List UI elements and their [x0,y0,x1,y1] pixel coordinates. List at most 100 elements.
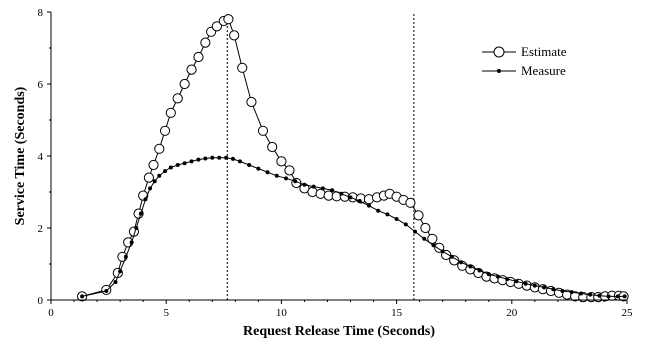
data-point [229,30,240,41]
x-tick-label: 10 [276,307,288,319]
data-point [179,78,190,90]
data-point [247,163,252,167]
data-point [210,155,215,160]
data-point [237,159,242,164]
data-point [376,208,381,213]
data-point [203,156,208,161]
data-point [578,291,583,296]
data-point [588,292,593,297]
data-point [542,285,547,290]
data-point [134,226,139,230]
series-line [81,18,624,298]
data-point [256,166,261,171]
data-point [104,289,109,293]
data-point [265,170,270,175]
data-point [330,188,335,193]
legend-measure-marker [497,69,501,73]
data-point [159,125,171,136]
data-point [224,155,229,160]
data-point [366,203,371,208]
data-point [182,161,187,166]
series-line [81,157,625,297]
data-point [276,156,287,167]
data-point [311,184,316,189]
data-point [427,233,438,244]
series-measure [80,155,627,299]
data-point [569,290,574,295]
x-tick-label: 15 [391,307,403,319]
data-point [413,229,418,234]
data-point [138,211,143,216]
y-tick-label: 0 [38,295,44,307]
data-point [403,222,408,227]
x-tick-label: 5 [163,307,169,319]
data-point [237,62,248,73]
data-point [148,186,153,191]
data-point [385,212,390,217]
data-point [129,240,134,245]
legend: Estimate Measure [482,44,567,78]
data-point [257,125,269,136]
data-point [133,208,144,219]
x-tick-label: 0 [48,307,54,319]
data-point [211,21,222,32]
data-point [622,294,627,299]
data-point [560,289,565,293]
y-axis-title: Service Time (Seconds) [13,86,28,225]
data-point [246,96,257,108]
data-point [551,287,556,292]
x-axis-title: Request Release Time (Seconds) [243,324,435,339]
data-point [606,294,611,299]
data-point [274,173,279,178]
data-point [152,179,157,184]
x-tick-label: 25 [622,307,634,319]
data-point [495,274,500,279]
y-tick-label: 6 [38,79,44,91]
data-point [186,64,197,75]
data-point [523,281,528,286]
data-point [267,141,278,153]
data-point [189,159,194,164]
data-point [172,93,183,104]
data-point [284,176,289,181]
data-point [217,155,222,160]
data-point [223,14,234,25]
data-point [357,199,362,203]
data-point [163,169,168,174]
data-point [284,165,295,176]
data-point [468,264,473,269]
data-point [200,37,211,48]
data-point [154,143,165,154]
data-point [394,217,399,221]
legend-measure-label: Measure [521,63,566,78]
data-point [431,243,436,248]
data-point [477,268,482,273]
data-point [440,249,445,254]
y-tick-label: 4 [38,151,44,163]
data-point [615,294,620,299]
data-point [532,283,537,288]
data-point [339,191,344,196]
data-point [514,279,519,284]
data-point [486,272,491,277]
data-point [320,186,325,191]
data-point [118,269,123,274]
data-point [459,260,464,265]
data-point [231,156,236,161]
data-point [449,254,454,259]
data-point [123,254,128,259]
legend-estimate-marker [493,46,505,58]
data-point [293,179,298,184]
data-point [157,173,162,178]
data-point [302,182,307,187]
data-point [405,197,416,208]
y-tick-label: 2 [38,223,44,235]
reference-lines [226,12,415,300]
data-point [80,294,85,299]
data-point [413,210,424,221]
data-point [168,165,173,170]
data-point [143,197,148,202]
data-point [422,236,427,241]
y-tick-label: 8 [38,7,44,19]
